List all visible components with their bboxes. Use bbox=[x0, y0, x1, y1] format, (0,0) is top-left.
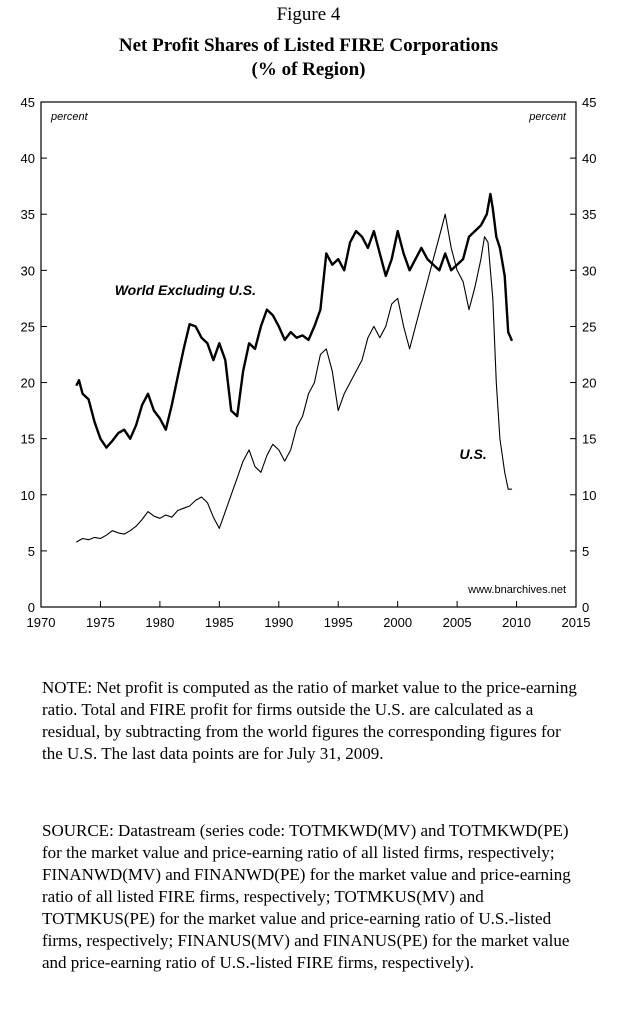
y-unit-label-right: percent bbox=[528, 111, 567, 123]
x-tick-label: 2015 bbox=[562, 615, 591, 630]
y-tick-label-left: 10 bbox=[21, 488, 35, 503]
chart-title-line-2: (% of Region) bbox=[251, 59, 366, 80]
y-tick-label-right: 5 bbox=[582, 544, 589, 559]
y-tick-label-right: 15 bbox=[582, 432, 596, 447]
watermark-text: www.bnarchives.net bbox=[467, 584, 566, 596]
x-tick-label: 1980 bbox=[145, 615, 174, 630]
x-tick-label: 1995 bbox=[324, 615, 353, 630]
chart-title: Net Profit Shares of Listed FIRE Corpora… bbox=[0, 34, 617, 82]
x-tick-label: 1970 bbox=[27, 615, 56, 630]
y-tick-label-left: 20 bbox=[21, 376, 35, 391]
series-line-1 bbox=[76, 213, 513, 543]
note-paragraph: NOTE: Net profit is computed as the rati… bbox=[42, 678, 577, 763]
chart-title-line-1: Net Profit Shares of Listed FIRE Corpora… bbox=[118, 35, 499, 56]
series-line-0 bbox=[75, 192, 513, 449]
plot-frame bbox=[40, 101, 577, 608]
y-tick-label-left: 25 bbox=[21, 319, 35, 334]
series-label-us: U.S. bbox=[459, 446, 486, 462]
y-tick-label-right: 10 bbox=[582, 488, 596, 503]
y-tick-label-left: 30 bbox=[21, 263, 35, 278]
y-tick-label-left: 40 bbox=[21, 151, 35, 166]
x-tick-label: 1975 bbox=[86, 615, 115, 630]
y-tick-label-left: 15 bbox=[21, 432, 35, 447]
y-tick-label-right: 0 bbox=[582, 600, 589, 615]
x-tick-label: 2010 bbox=[502, 615, 531, 630]
y-tick-label-right: 35 bbox=[582, 207, 596, 222]
x-tick-label: 2005 bbox=[443, 615, 472, 630]
line-chart: 0 0 5 5 10 10 15 15 20 20 25 25 30 30 35 35 40 40 45 45 1970… bbox=[21, 95, 597, 630]
figure-label: Figure 4 bbox=[276, 4, 341, 25]
y-tick-label-left: 0 bbox=[28, 600, 35, 615]
y-tick-label-right: 45 bbox=[582, 95, 596, 110]
source-paragraph: SOURCE: Datastream (series code: TOTMKWD… bbox=[42, 821, 571, 972]
y-tick-label-left: 35 bbox=[21, 207, 35, 222]
x-tick-label: 1990 bbox=[264, 615, 293, 630]
y-unit-label-left: percent bbox=[50, 111, 89, 123]
x-tick-label: 2000 bbox=[383, 615, 412, 630]
y-tick-label-right: 20 bbox=[582, 376, 596, 391]
x-tick-label: 1985 bbox=[205, 615, 234, 630]
y-tick-label-left: 5 bbox=[28, 544, 35, 559]
y-tick-label-right: 25 bbox=[582, 319, 596, 334]
y-tick-label-left: 45 bbox=[21, 95, 35, 110]
y-tick-label-right: 40 bbox=[582, 151, 596, 166]
y-tick-label-right: 30 bbox=[582, 263, 596, 278]
series-label-world-excluding-us: World Excluding U.S. bbox=[115, 282, 256, 298]
